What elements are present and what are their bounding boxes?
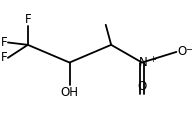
Text: F: F [25, 13, 31, 26]
Text: F: F [1, 51, 8, 64]
Text: +: + [149, 55, 156, 63]
Text: F: F [1, 36, 8, 49]
Text: O: O [177, 45, 187, 58]
Text: N: N [138, 56, 147, 69]
Text: OH: OH [60, 86, 79, 99]
Text: O: O [137, 80, 147, 93]
Text: −: − [185, 44, 192, 53]
